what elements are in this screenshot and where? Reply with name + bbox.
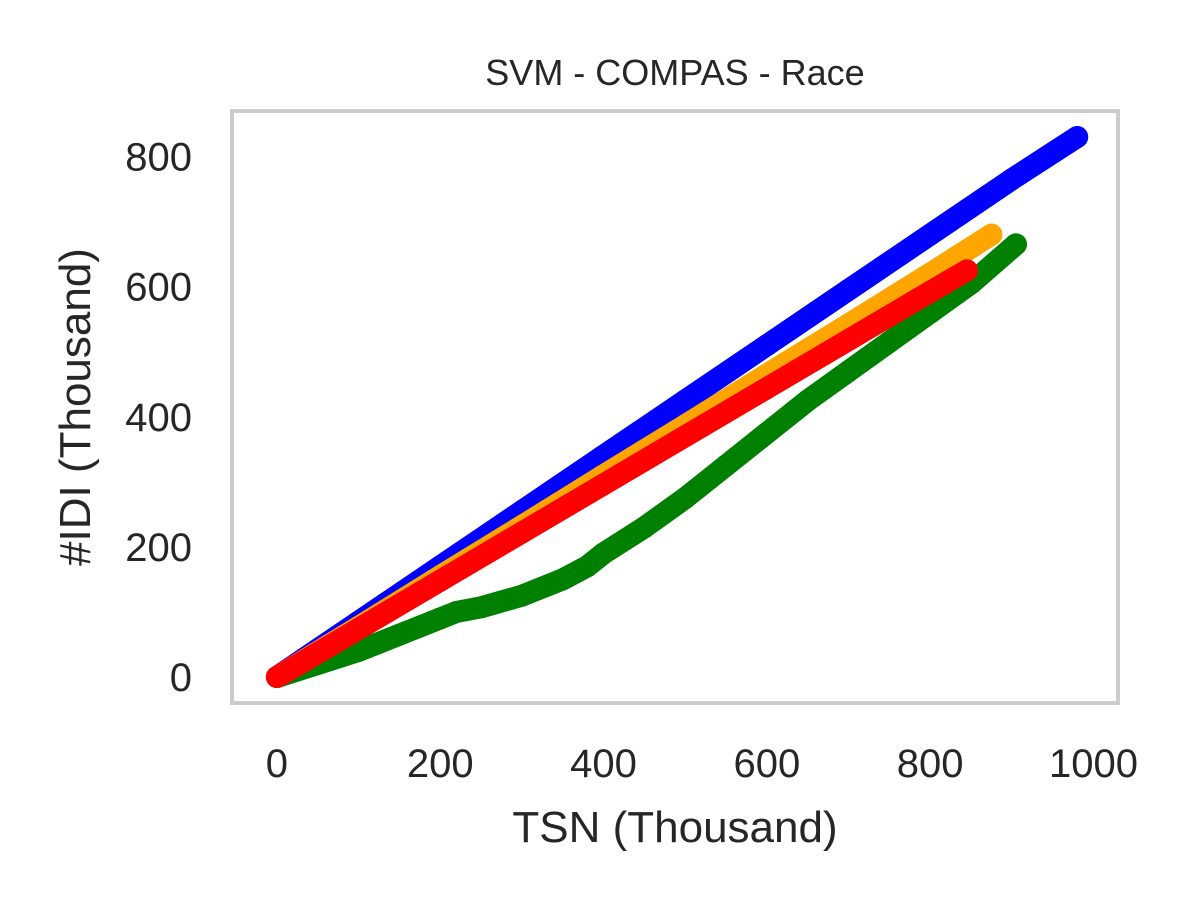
data-point bbox=[796, 389, 819, 412]
data-point bbox=[576, 555, 599, 578]
data-point bbox=[633, 516, 656, 539]
y-tick-label: 600 bbox=[125, 266, 192, 310]
data-point bbox=[470, 596, 493, 619]
y-axis-label: #IDI (Thousand) bbox=[51, 248, 100, 566]
y-axis-ticks: 0 200 400 600 800 bbox=[125, 136, 192, 700]
x-tick-label: 0 bbox=[266, 742, 288, 786]
data-point bbox=[755, 422, 778, 445]
y-tick-label: 400 bbox=[125, 396, 192, 440]
y-tick-label: 0 bbox=[170, 656, 192, 700]
data-point bbox=[837, 278, 860, 301]
data-point bbox=[445, 600, 468, 623]
data-point bbox=[919, 223, 942, 246]
data-point bbox=[347, 639, 370, 662]
x-tick-label: 400 bbox=[570, 742, 637, 786]
data-point bbox=[592, 542, 615, 565]
data-point bbox=[674, 487, 697, 510]
data-point bbox=[755, 334, 778, 357]
data-point bbox=[674, 389, 697, 412]
data-point bbox=[592, 473, 615, 496]
data-point bbox=[510, 521, 533, 544]
x-tick-label: 600 bbox=[733, 742, 800, 786]
data-point bbox=[429, 569, 452, 592]
data-point bbox=[919, 280, 942, 303]
plot-area bbox=[265, 126, 1089, 688]
data-point bbox=[1000, 168, 1023, 191]
data-point bbox=[878, 330, 901, 353]
chart-title: SVM - COMPAS - Race bbox=[485, 52, 864, 93]
y-tick-label: 200 bbox=[125, 526, 192, 570]
series-line bbox=[265, 259, 978, 688]
x-tick-label: 200 bbox=[407, 742, 474, 786]
data-point bbox=[837, 328, 860, 351]
data-point bbox=[980, 223, 1003, 246]
data-point bbox=[955, 259, 978, 282]
data-point bbox=[1004, 233, 1027, 256]
data-point bbox=[551, 568, 574, 591]
data-point bbox=[510, 584, 533, 607]
x-axis-ticks: 0 200 400 600 800 1000 bbox=[266, 742, 1138, 786]
data-point bbox=[674, 425, 697, 448]
data-point bbox=[837, 360, 860, 383]
data-point bbox=[347, 617, 370, 640]
data-point bbox=[755, 377, 778, 400]
x-tick-label: 1000 bbox=[1049, 742, 1138, 786]
data-point bbox=[388, 623, 411, 646]
plot-frame bbox=[230, 109, 1120, 705]
data-point bbox=[715, 454, 738, 477]
data-point bbox=[265, 665, 288, 688]
data-point bbox=[1066, 126, 1089, 149]
series-4 bbox=[265, 259, 978, 688]
y-tick-label: 800 bbox=[125, 136, 192, 180]
x-tick-label: 800 bbox=[897, 742, 964, 786]
x-axis-label: TSN (Thousand) bbox=[512, 803, 837, 852]
